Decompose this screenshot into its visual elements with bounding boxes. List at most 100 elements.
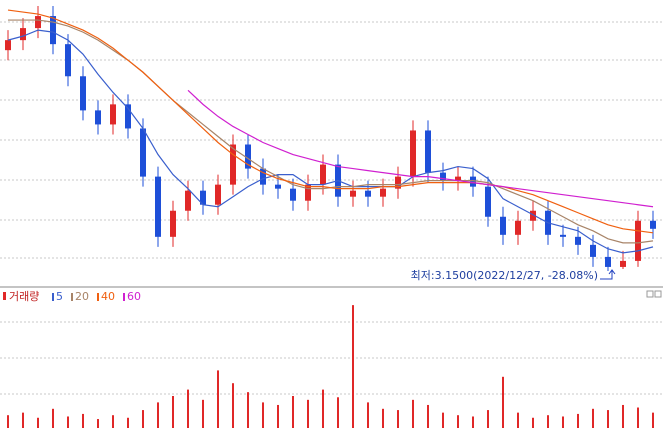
candle-body bbox=[575, 236, 581, 245]
candle-body bbox=[410, 130, 416, 177]
volume-bar bbox=[547, 415, 549, 428]
candle-body bbox=[440, 172, 446, 181]
candle-body bbox=[185, 190, 191, 211]
candle-body bbox=[35, 16, 41, 29]
candle-body bbox=[320, 164, 326, 185]
candle-body bbox=[215, 184, 221, 205]
volume-bar bbox=[607, 410, 609, 428]
candle-body bbox=[80, 76, 86, 111]
legend-label: 60 bbox=[127, 290, 141, 303]
volume-bar bbox=[367, 402, 369, 428]
candle-body bbox=[560, 234, 566, 237]
legend-label: 거래량 bbox=[9, 290, 39, 303]
legend-label: 40 bbox=[101, 290, 115, 303]
volume-bar bbox=[427, 404, 429, 428]
candle-body bbox=[635, 220, 641, 261]
volume-bar bbox=[112, 415, 114, 428]
legend-swatch bbox=[123, 293, 125, 301]
candle-body bbox=[620, 260, 626, 267]
volume-bar bbox=[307, 399, 309, 428]
candle-body bbox=[245, 144, 251, 169]
candle-body bbox=[95, 110, 101, 125]
volume-bar bbox=[262, 402, 264, 428]
volume-bar bbox=[52, 408, 54, 428]
moving-average-line bbox=[8, 19, 654, 244]
candle-body bbox=[380, 188, 386, 197]
candle-body bbox=[500, 216, 506, 235]
volume-bar bbox=[67, 416, 69, 428]
volume-bar bbox=[277, 404, 279, 428]
volume-bar bbox=[172, 396, 174, 428]
volume-bar bbox=[502, 376, 504, 428]
candle-body bbox=[125, 104, 131, 129]
volume-bar bbox=[487, 410, 489, 428]
low-arrow bbox=[600, 269, 616, 280]
candle-body bbox=[305, 184, 311, 201]
legend-swatch bbox=[71, 293, 73, 301]
volume-bar bbox=[412, 399, 414, 428]
candle-body bbox=[65, 44, 71, 77]
volume-bar bbox=[202, 399, 204, 428]
volume-bar bbox=[652, 412, 654, 428]
legend-swatch bbox=[52, 293, 54, 301]
candle-body bbox=[590, 244, 596, 257]
volume-bar bbox=[562, 416, 564, 428]
volume-bar bbox=[142, 410, 144, 428]
candle-body bbox=[275, 184, 281, 189]
legend-swatch bbox=[97, 293, 99, 301]
volume-bar bbox=[37, 417, 39, 428]
volume-bar bbox=[637, 407, 639, 428]
volume-bar bbox=[7, 415, 9, 428]
candle-body bbox=[110, 104, 116, 125]
volume-bar bbox=[472, 416, 474, 428]
volume-bar bbox=[22, 412, 24, 428]
volume-bar bbox=[577, 413, 579, 428]
volume-bar bbox=[337, 397, 339, 428]
price-grid bbox=[0, 21, 663, 395]
candle-body bbox=[425, 130, 431, 173]
candle-body bbox=[455, 176, 461, 181]
candle-body bbox=[365, 190, 371, 197]
volume-bar bbox=[622, 404, 624, 428]
volume-bar bbox=[157, 402, 159, 428]
candle-body bbox=[155, 176, 161, 237]
volume-bar bbox=[232, 383, 234, 428]
candle-body bbox=[470, 176, 476, 187]
candle-body bbox=[230, 144, 236, 185]
moving-average-line bbox=[7, 29, 654, 254]
candle-body bbox=[5, 40, 11, 51]
volume-bar bbox=[352, 305, 354, 428]
volume-bar bbox=[217, 370, 219, 428]
volume-bar bbox=[457, 415, 459, 428]
volume-bar bbox=[322, 389, 324, 428]
candle-body bbox=[605, 256, 611, 267]
candle-body bbox=[515, 220, 521, 235]
legend-label: 20 bbox=[75, 290, 89, 303]
candle-body bbox=[530, 210, 536, 221]
volume-legend: 거래량 bbox=[3, 290, 39, 303]
candle-body bbox=[200, 190, 206, 205]
panel-button[interactable] bbox=[654, 290, 662, 298]
volume-bar bbox=[532, 417, 534, 428]
candle-body bbox=[290, 188, 296, 201]
candle-body bbox=[260, 168, 266, 185]
legend-swatch bbox=[3, 292, 6, 300]
legend-label: 5 bbox=[56, 290, 63, 303]
moving-average-line bbox=[187, 89, 654, 208]
volume-bar bbox=[82, 413, 84, 428]
low-annotation: 최저:3.1500(2022/12/27, -28.08%) bbox=[411, 269, 598, 282]
candle-body bbox=[170, 210, 176, 237]
volume-bar bbox=[397, 410, 399, 428]
candle-body bbox=[50, 16, 56, 45]
volume-bar bbox=[292, 396, 294, 428]
panel-button[interactable] bbox=[646, 290, 654, 298]
candle-body bbox=[20, 28, 26, 41]
candle-body bbox=[650, 220, 656, 229]
candle-body bbox=[485, 186, 491, 217]
volume-bar bbox=[592, 408, 594, 428]
volume-bar bbox=[517, 412, 519, 428]
volume-bar bbox=[127, 417, 129, 428]
candle-body bbox=[350, 190, 356, 197]
volume-bar bbox=[442, 412, 444, 428]
